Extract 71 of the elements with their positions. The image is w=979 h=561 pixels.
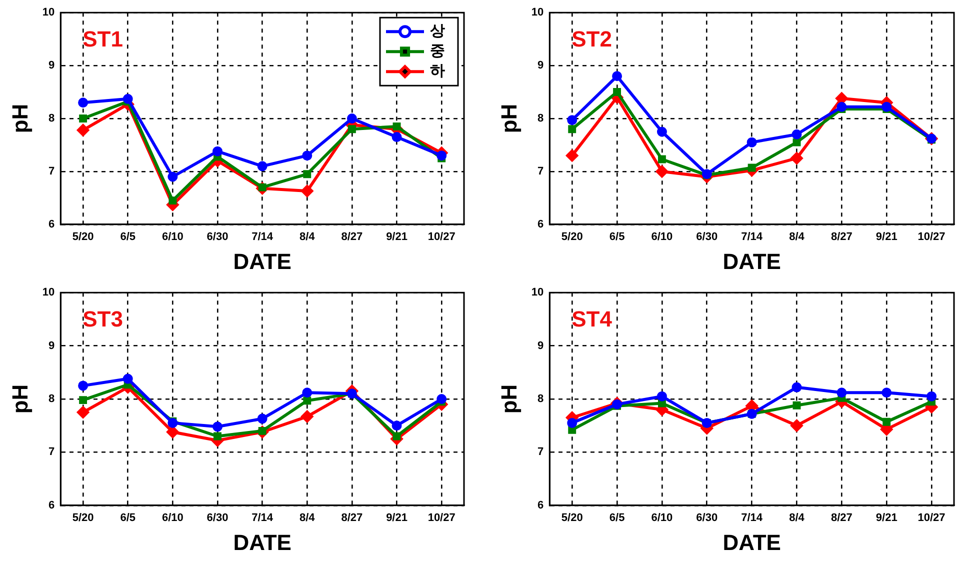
y-tick-label: 6 (48, 218, 55, 230)
x-tick-label: 10/27 (428, 512, 456, 524)
y-tick-label: 8 (538, 393, 544, 406)
x-tick-label: 6/30 (696, 512, 718, 524)
x-tick-label: 8/27 (830, 231, 852, 244)
x-tick-label: 6/10 (651, 512, 673, 524)
y-tick-label: 7 (48, 446, 55, 458)
x-tick-label: 8/4 (789, 231, 806, 244)
x-tick-label: 6/10 (162, 512, 184, 524)
x-tick-label: 5/20 (561, 231, 583, 244)
y-tick-label: 9 (538, 340, 544, 352)
x-tick-label: 5/20 (561, 512, 583, 524)
y-tick-label: 8 (48, 112, 55, 125)
x-tick-label: 10/27 (428, 231, 456, 244)
annotation: ST2 (572, 26, 612, 52)
x-tick-label: 9/21 (876, 512, 898, 524)
x-tick-label: 8/4 (789, 512, 806, 524)
y-axis-title: pH (496, 384, 522, 414)
y-tick-label: 8 (48, 393, 55, 406)
x-tick-label: 6/5 (609, 231, 625, 244)
y-tick-label: 9 (48, 60, 55, 72)
y-tick-label: 10 (531, 286, 544, 299)
annotation: ST1 (82, 26, 123, 52)
x-tick-label: 9/21 (386, 231, 408, 244)
x-tick-label: 6/30 (696, 231, 718, 244)
y-tick-label: 10 (42, 6, 55, 19)
y-tick-label: 7 (538, 165, 544, 178)
x-axis-title: DATE (233, 248, 292, 274)
x-tick-label: 8/27 (341, 231, 363, 244)
y-tick-label: 8 (538, 112, 544, 125)
x-tick-label: 7/14 (741, 231, 764, 244)
y-tick-label: 7 (538, 446, 544, 458)
y-tick-label: 6 (538, 499, 544, 512)
x-tick-label: 10/27 (918, 231, 946, 244)
x-tick-label: 5/20 (72, 231, 94, 244)
y-tick-label: 7 (48, 165, 55, 178)
y-tick-label: 10 (531, 6, 544, 19)
annotation: ST3 (82, 306, 123, 332)
x-tick-label: 10/27 (918, 512, 946, 524)
y-axis-title: pH (496, 104, 522, 134)
x-tick-label: 7/14 (741, 512, 764, 524)
x-tick-label: 6/5 (120, 512, 136, 524)
x-tick-label: 7/14 (252, 231, 274, 244)
x-tick-label: 8/27 (830, 512, 852, 524)
x-tick-label: 9/21 (876, 231, 898, 244)
y-tick-label: 10 (42, 286, 55, 299)
x-tick-label: 6/10 (651, 231, 673, 244)
y-tick-label: 6 (48, 499, 55, 512)
x-tick-label: 8/4 (299, 512, 316, 524)
annotation: ST4 (572, 306, 613, 332)
y-axis-title: pH (7, 104, 32, 134)
x-tick-label: 8/27 (341, 512, 363, 524)
x-tick-label: 9/21 (386, 512, 408, 524)
y-tick-label: 9 (538, 60, 544, 72)
y-tick-label: 9 (48, 340, 55, 352)
y-tick-label: 6 (538, 218, 544, 230)
y-axis-title: pH (7, 384, 32, 414)
x-tick-label: 6/10 (162, 231, 184, 244)
x-axis-title: DATE (233, 530, 292, 555)
legend-label: 하 (430, 62, 445, 80)
legend-label: 중 (430, 42, 445, 60)
x-axis-title: DATE (722, 248, 781, 274)
x-tick-label: 6/5 (120, 231, 136, 244)
x-axis-title: DATE (722, 530, 781, 555)
x-tick-label: 5/20 (72, 512, 94, 524)
x-tick-label: 7/14 (252, 512, 274, 524)
x-tick-label: 6/30 (206, 231, 228, 244)
legend-label: 상 (430, 22, 445, 40)
x-tick-label: 6/5 (609, 512, 625, 524)
x-tick-label: 8/4 (299, 231, 316, 244)
x-tick-label: 6/30 (206, 512, 228, 524)
